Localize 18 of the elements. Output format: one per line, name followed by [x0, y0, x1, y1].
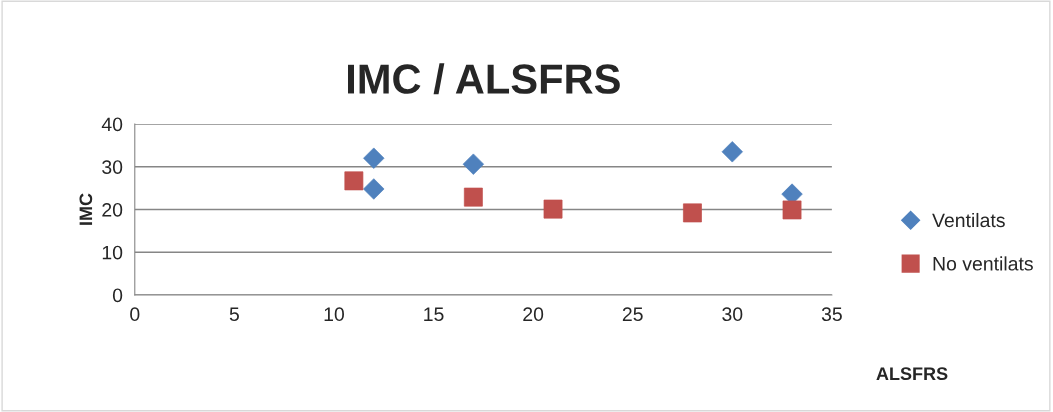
x-tick-label: 35: [821, 307, 842, 322]
y-tick-label: 40: [101, 117, 123, 132]
x-tick-label: 15: [424, 307, 444, 322]
x-tick-label: 5: [229, 307, 239, 322]
x-tick-label: 10: [324, 307, 345, 322]
x-tick-label: 20: [523, 307, 544, 322]
y-tick-label: 30: [102, 160, 123, 174]
x-tick-label: 0: [130, 307, 140, 322]
y-tick-label: 10: [102, 245, 123, 260]
x-tick-label: 25: [622, 307, 643, 322]
y-axis-title: IMC: [79, 193, 93, 225]
legend-label: Ventilats: [932, 212, 1005, 228]
legend-label: No ventilats: [933, 256, 1033, 271]
y-tick-label: 20: [102, 202, 123, 217]
x-tick-label: 30: [722, 307, 743, 322]
x-axis-title: ALSFRS: [876, 367, 948, 381]
chart-title: IMC / ALSFRS: [348, 63, 620, 95]
y-tick-label: 0: [112, 288, 123, 303]
